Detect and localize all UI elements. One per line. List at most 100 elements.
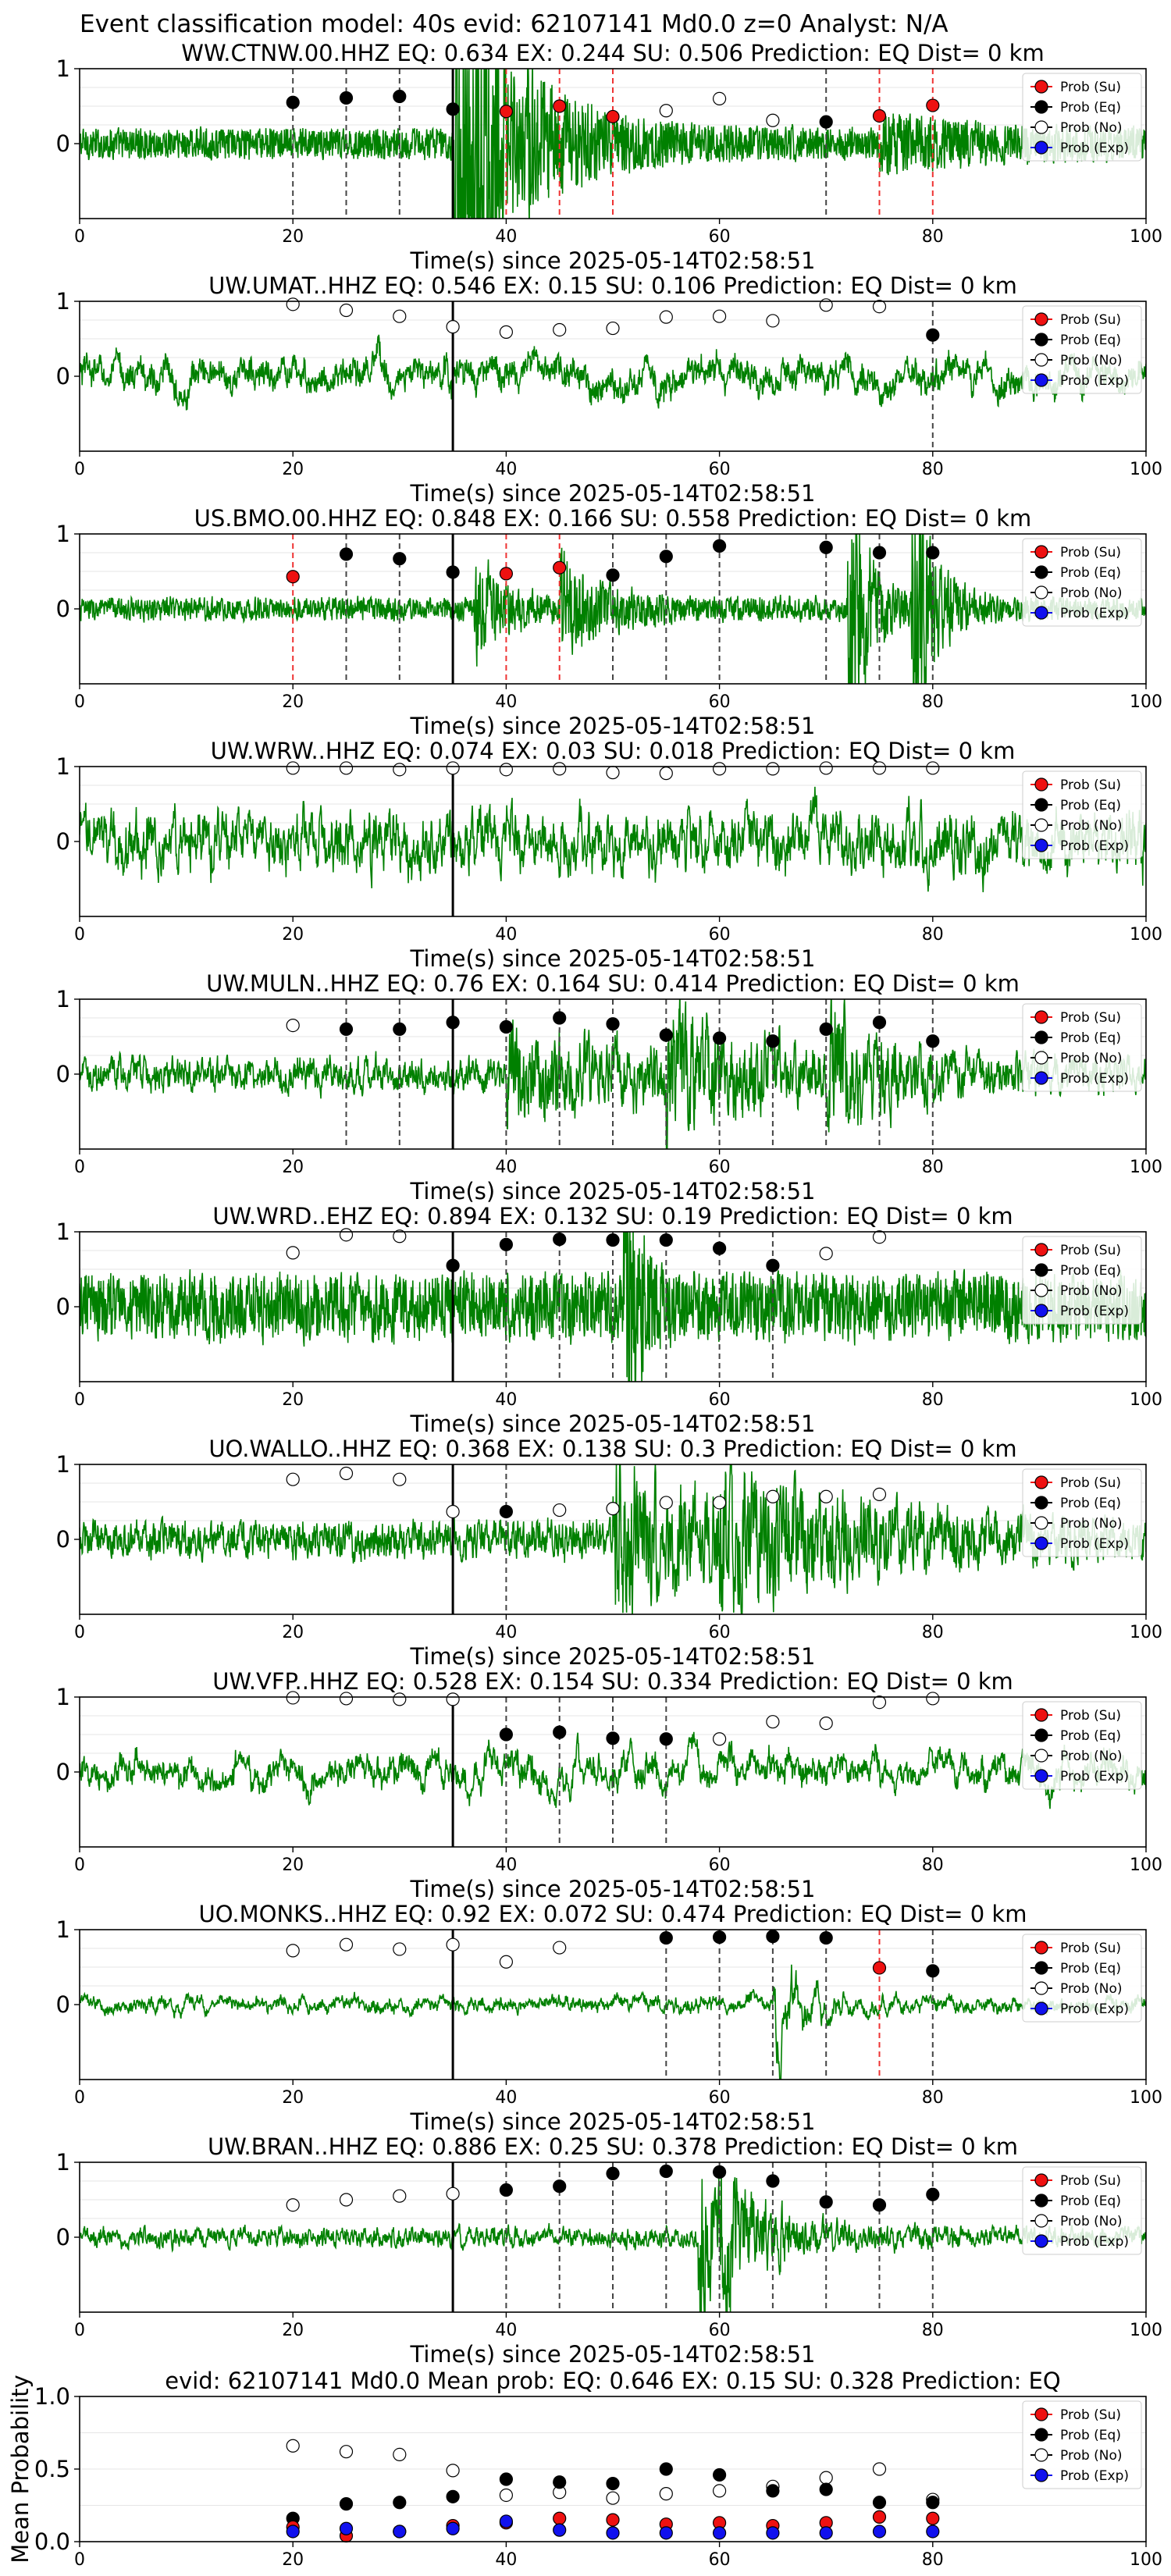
legend-marker-no: [1034, 1283, 1048, 1297]
legend-label: Prob (No): [1060, 818, 1123, 834]
mean-point-exp: [926, 2524, 940, 2539]
mean-point-su: [553, 2511, 567, 2525]
prob-point-no: [766, 762, 780, 776]
legend-marker-no: [1034, 818, 1048, 832]
x-tick-label: 60: [709, 2321, 731, 2340]
panels-group: WW.CTNW.00.HHZ EQ: 0.634 EX: 0.244 SU: 0…: [7, 40, 1162, 2570]
prob-point-no: [553, 762, 567, 776]
prob-point-su: [872, 109, 887, 123]
prob-point-eq: [712, 2165, 727, 2179]
legend-marker-su: [1034, 2407, 1048, 2421]
y-tick-label: 1: [56, 1219, 70, 1245]
x-tick-label: 80: [922, 1390, 944, 1410]
legend-box: [1022, 2166, 1142, 2255]
prob-point-no: [499, 763, 514, 777]
prob-point-no: [446, 761, 460, 775]
legend-marker-no: [1034, 1981, 1048, 1995]
legend: Prob (Su) Prob (Eq) Prob (No) Prob (Exp): [1022, 1468, 1142, 1557]
legend-label: Prob (Su): [1060, 1010, 1121, 1026]
legend-box: [1022, 73, 1142, 162]
prob-point-su: [553, 99, 567, 113]
panel-title: UW.UMAT..HHZ EQ: 0.546 EX: 0.15 SU: 0.10…: [208, 272, 1017, 299]
mean-point-no: [872, 2462, 887, 2476]
prob-point-eq: [606, 568, 620, 582]
prob-point-su: [553, 560, 567, 575]
mean-point-exp: [286, 2524, 300, 2539]
mean-point-no: [606, 2491, 620, 2505]
panel-2: US.BMO.00.HHZ EQ: 0.848 EX: 0.166 SU: 0.…: [56, 505, 1162, 739]
prob-point-eq: [659, 1028, 673, 1042]
prob-point-eq: [499, 1727, 514, 1742]
x-tick-label: 20: [282, 227, 304, 247]
x-tick-label: 40: [495, 692, 517, 712]
x-tick-label: 100: [1130, 1856, 1162, 1875]
prob-point-su: [606, 109, 620, 124]
mean-point-exp: [393, 2524, 407, 2539]
x-tick-label: 0: [74, 1390, 85, 1410]
mean-point-eq: [712, 2467, 727, 2482]
x-tick-label: 100: [1130, 692, 1162, 712]
x-tick-label: 80: [922, 1158, 944, 1177]
legend-marker-no: [1034, 1051, 1048, 1065]
legend-marker-eq: [1034, 1728, 1048, 1742]
panel-5: UW.WRD..EHZ EQ: 0.894 EX: 0.132 SU: 0.19…: [56, 1203, 1162, 1437]
prob-point-no: [286, 1691, 300, 1705]
x-tick-label: 80: [922, 1623, 944, 1642]
mean-point-no: [499, 2488, 514, 2503]
x-tick-label: 80: [922, 1856, 944, 1875]
x-tick-label: 100: [1130, 227, 1162, 247]
prob-point-no: [286, 1944, 300, 1958]
x-tick-label: 40: [495, 227, 517, 247]
y-tick-label: 0: [56, 1061, 70, 1087]
legend-box: [1022, 1468, 1142, 1557]
prob-point-no: [553, 322, 567, 337]
y-tick-label: 1: [56, 1916, 70, 1943]
x-tick-label: 0: [74, 2088, 85, 2108]
prob-point-no: [393, 2189, 407, 2203]
mean-point-eq: [553, 2475, 567, 2489]
y-tick-label: 1: [56, 1684, 70, 1710]
legend-label: Prob (Eq): [1060, 1496, 1121, 1511]
legend-marker-su: [1034, 1708, 1048, 1722]
x-tick-label: 20: [282, 1856, 304, 1875]
panel-title: UW.BRAN..HHZ EQ: 0.886 EX: 0.25 SU: 0.37…: [208, 2133, 1018, 2160]
y-tick-label: 0: [56, 596, 70, 622]
x-tick-label: 60: [709, 460, 731, 479]
legend-marker-su: [1034, 80, 1048, 94]
prob-point-eq: [393, 552, 407, 566]
prob-point-no: [819, 1247, 833, 1261]
x-axis-label: Time(s) since 2025-05-14T02:58:51: [410, 2341, 816, 2368]
legend-label: Prob (Eq): [1060, 333, 1121, 348]
prob-point-no: [712, 1496, 727, 1510]
prob-point-no: [553, 1503, 567, 1517]
y-tick-label: 1: [56, 1451, 70, 1478]
legend-marker-exp: [1034, 141, 1048, 155]
prob-point-eq: [712, 1031, 727, 1045]
prob-point-no: [286, 761, 300, 775]
legend-label: Prob (No): [1060, 1981, 1123, 1997]
x-tick-label: 40: [495, 1623, 517, 1642]
y-tick-label: 0: [56, 1293, 70, 1320]
prob-point-no: [446, 1692, 460, 1706]
mean-point-eq: [393, 2496, 407, 2510]
x-tick-label: 100: [1130, 1623, 1162, 1642]
prob-point-su: [872, 1961, 887, 1975]
mean-point-no: [659, 2487, 673, 2501]
plot-area: [80, 301, 1146, 451]
legend-marker-eq: [1034, 798, 1048, 812]
y-tick-label: 1: [56, 288, 70, 315]
mean-point-exp: [446, 2521, 460, 2535]
mean-point-eq: [339, 2497, 354, 2511]
y-tick-label: 0: [56, 2224, 70, 2250]
x-tick-label: 80: [922, 2321, 944, 2340]
prob-point-eq: [926, 546, 940, 560]
legend-marker-exp: [1034, 2234, 1048, 2248]
x-tick-label: 20: [282, 692, 304, 712]
legend-label: Prob (No): [1060, 1749, 1123, 1764]
x-tick-label: 60: [709, 1390, 731, 1410]
y-tick-label: 1: [56, 521, 70, 547]
legend-box: [1022, 1701, 1142, 1790]
prob-point-eq: [872, 546, 887, 560]
prob-point-eq: [553, 1011, 567, 1025]
plot-area: [80, 1464, 1146, 1614]
